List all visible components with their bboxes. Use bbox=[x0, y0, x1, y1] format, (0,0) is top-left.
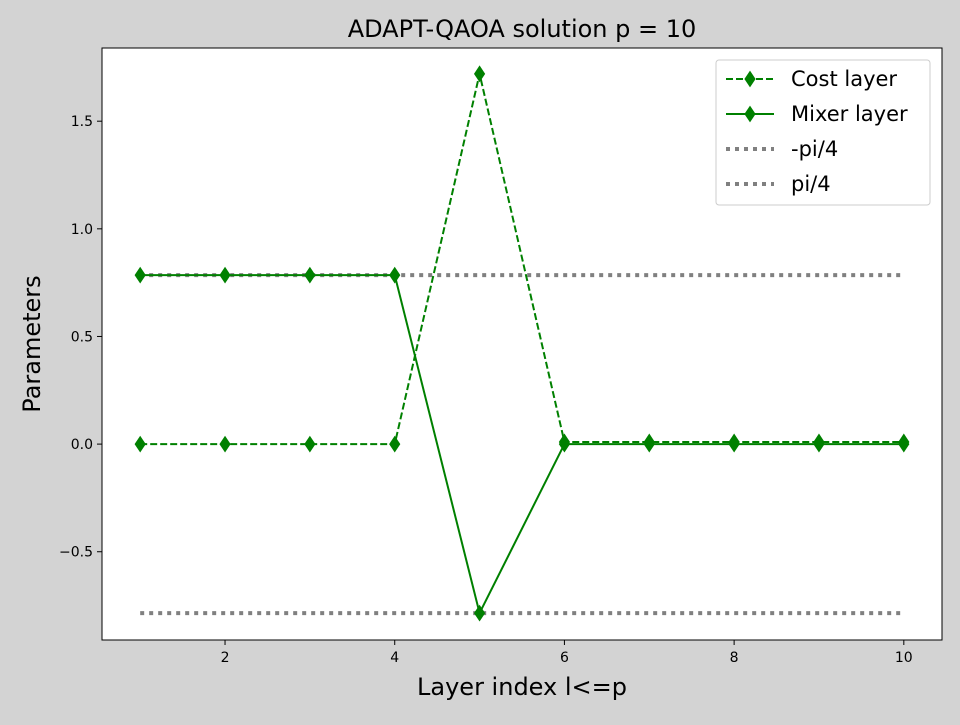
series-line-mixer-layer bbox=[140, 274, 904, 615]
legend-label-pi-4: -pi/4 bbox=[791, 137, 838, 161]
data-point-mixer-layer bbox=[473, 604, 486, 622]
x-tick-label: 4 bbox=[390, 650, 399, 666]
data-point-cost-layer bbox=[219, 435, 231, 453]
x-tick-label: 10 bbox=[895, 650, 913, 666]
legend-marker-cost-layer bbox=[744, 70, 756, 88]
data-point-mixer-layer bbox=[643, 435, 655, 453]
x-tick-label: 2 bbox=[221, 650, 230, 666]
y-tick-label: 0.0 bbox=[71, 437, 93, 453]
legend-frame bbox=[715, 59, 931, 206]
data-point-cost-layer bbox=[389, 435, 401, 453]
chart-title: ADAPT-QAOA solution p = 10 bbox=[348, 15, 697, 43]
data-point-mixer-layer bbox=[219, 266, 231, 284]
data-point-mixer-layer bbox=[558, 435, 571, 453]
legend-marker-mixer-layer bbox=[744, 105, 756, 123]
ticks-layer: 2 4 6 8 10 −0.5 0.0 0.5 1.0 1.5 bbox=[59, 114, 913, 666]
lines-layer bbox=[134, 65, 910, 622]
data-point-mixer-layer bbox=[134, 266, 146, 284]
x-tick-label: 6 bbox=[560, 650, 569, 666]
data-point-mixer-layer bbox=[898, 435, 910, 453]
legend: Cost layer Mixer layer -pi/4 pi/4 bbox=[715, 59, 931, 206]
legend-label-cost-layer: Cost layer bbox=[791, 67, 897, 91]
series-line-cost-layer bbox=[140, 72, 904, 446]
data-point-cost-layer bbox=[134, 435, 146, 453]
data-point-mixer-layer bbox=[728, 435, 740, 453]
y-tick-label: 0.5 bbox=[71, 329, 93, 345]
y-tick-label: 1.0 bbox=[71, 222, 93, 238]
axes-frame bbox=[101, 47, 943, 641]
y-tick-label: −0.5 bbox=[59, 545, 93, 561]
legend-label-mixer-layer: Mixer layer bbox=[791, 102, 908, 126]
x-tick-label: 8 bbox=[730, 650, 739, 666]
x-axis-label: Layer index l<=p bbox=[417, 673, 627, 701]
data-point-mixer-layer bbox=[389, 266, 401, 284]
data-point-mixer-layer bbox=[304, 266, 316, 284]
y-axis-label: Parameters bbox=[18, 275, 46, 412]
data-point-cost-layer bbox=[304, 435, 316, 453]
legend-label-pi-4: pi/4 bbox=[791, 172, 831, 196]
y-tick-label: 1.5 bbox=[71, 114, 93, 130]
data-point-cost-layer bbox=[473, 65, 486, 83]
data-point-mixer-layer bbox=[813, 435, 825, 453]
